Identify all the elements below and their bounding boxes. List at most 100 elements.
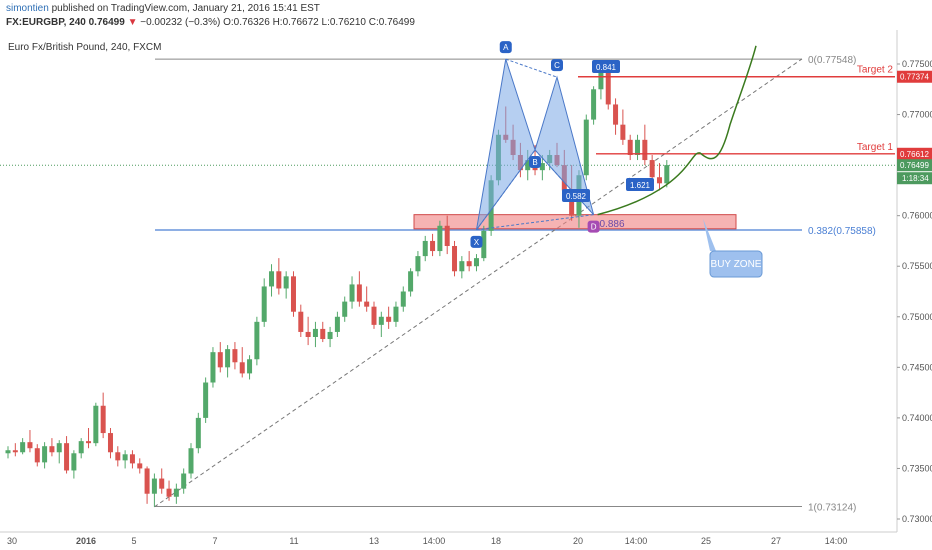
candle-body <box>334 316 340 332</box>
candle-body <box>217 352 223 368</box>
x-tick-label: 14:00 <box>625 536 648 546</box>
ratio-label: 1.621 <box>630 181 651 190</box>
candle-body <box>371 306 377 325</box>
last-price: 0.76499 <box>88 17 125 28</box>
y-tick-label: 0.77000 <box>902 110 932 120</box>
target-price-text: 0.77374 <box>900 73 929 82</box>
fib-level-label: 1(0.73124) <box>808 502 856 513</box>
y-tick-label: 0.75500 <box>902 261 932 271</box>
candle-body <box>261 286 267 322</box>
target-label: Target 2 <box>857 65 894 76</box>
candle-body <box>12 450 18 453</box>
candle-body <box>415 256 421 272</box>
pattern-point-label: X <box>474 238 480 247</box>
pattern-point-label: C <box>554 61 560 70</box>
price-chart[interactable]: 0.775000.770000.765000.760000.755000.750… <box>0 30 932 550</box>
y-tick-label: 0.73500 <box>902 463 932 473</box>
candle-body <box>78 441 84 454</box>
candle-body <box>225 349 231 368</box>
x-tick-label: 13 <box>369 536 379 546</box>
target-price-text: 0.76612 <box>900 150 929 159</box>
pattern-point-marker <box>529 155 542 168</box>
candle-body <box>539 163 545 171</box>
candle-body <box>42 446 48 463</box>
candle-body <box>386 316 392 322</box>
x-tick-label: 14:00 <box>423 536 446 546</box>
ratio-badge <box>592 60 620 73</box>
candle-body <box>642 139 648 161</box>
ratio-badge <box>562 189 590 202</box>
candle-body <box>122 454 128 461</box>
x-tick-label: 25 <box>701 536 711 546</box>
candle-body <box>210 352 216 383</box>
candle-body <box>129 454 135 464</box>
candle-body <box>27 442 33 449</box>
candle-body <box>327 331 333 340</box>
candle-body <box>620 124 626 140</box>
candle-body <box>173 488 179 497</box>
chart-background <box>0 30 932 550</box>
candle-body <box>290 276 296 312</box>
target-price-tag <box>897 70 932 83</box>
candle-body <box>349 284 355 302</box>
candle-body <box>356 284 362 302</box>
x-tick-label: 5 <box>131 536 136 546</box>
pattern-ac-line <box>505 58 558 78</box>
candle-body <box>481 230 487 259</box>
candle-body <box>188 448 194 474</box>
x-tick-label: 20 <box>573 536 583 546</box>
fib-level-label: 0.382(0.75858) <box>808 226 876 237</box>
candle-body <box>591 89 597 120</box>
publish-info: published on TradingView.com, January 21… <box>51 3 320 14</box>
candle-body <box>247 359 253 374</box>
pattern-point-marker <box>587 220 600 233</box>
candle-body <box>627 139 633 155</box>
pattern-point-marker <box>551 59 563 72</box>
candle-body <box>34 448 40 463</box>
candle-body <box>115 452 121 461</box>
x-tick-label: 18 <box>491 536 501 546</box>
candle-body <box>422 240 428 257</box>
chart-title: Euro Fx/British Pound, 240, FXCM <box>8 42 162 53</box>
candle-body <box>166 488 172 497</box>
candle-body <box>569 190 575 216</box>
y-tick-label: 0.73000 <box>902 514 932 524</box>
buy-zone-rect <box>413 214 737 230</box>
candle-body <box>393 306 399 322</box>
candle-body <box>473 258 479 267</box>
pattern-point-marker <box>470 235 483 248</box>
candle-body <box>378 316 384 325</box>
candle-body <box>49 446 55 453</box>
candle-body <box>298 311 304 332</box>
pattern-point-label: A <box>503 43 509 52</box>
y-tick-label: 0.77500 <box>902 59 932 69</box>
candle-body <box>159 478 165 489</box>
x-tick-label: 2016 <box>76 536 96 546</box>
x-tick-label: 11 <box>289 536 298 546</box>
candle-body <box>656 177 662 184</box>
y-tick-label: 0.74500 <box>902 362 932 372</box>
trend-line <box>154 58 803 508</box>
down-arrow-icon: ▼ <box>127 17 138 28</box>
ratio-label: 0.841 <box>596 63 617 72</box>
candle-body <box>5 450 11 454</box>
pattern-bd-line <box>534 149 594 215</box>
x-tick-label: 30 <box>7 536 17 546</box>
candle-body <box>466 261 472 267</box>
pattern-triangle-bcd <box>534 75 595 215</box>
candle-body <box>583 119 589 176</box>
candle-body <box>269 271 275 287</box>
countdown-tag <box>897 172 932 185</box>
publish-line: simontien published on TradingView.com, … <box>6 3 320 14</box>
candle-body <box>276 271 282 289</box>
buy-zone-callout <box>709 250 763 278</box>
author-link[interactable]: simontien <box>6 3 49 14</box>
pattern-point-label: B <box>532 158 537 167</box>
candle-body <box>312 328 318 337</box>
x-tick-label: 14:00 <box>825 536 848 546</box>
ratio-badge <box>626 178 654 191</box>
y-tick-label: 0.75000 <box>902 312 932 322</box>
candle-body <box>20 442 26 453</box>
candle-body <box>437 225 443 252</box>
candle-body <box>203 382 209 418</box>
